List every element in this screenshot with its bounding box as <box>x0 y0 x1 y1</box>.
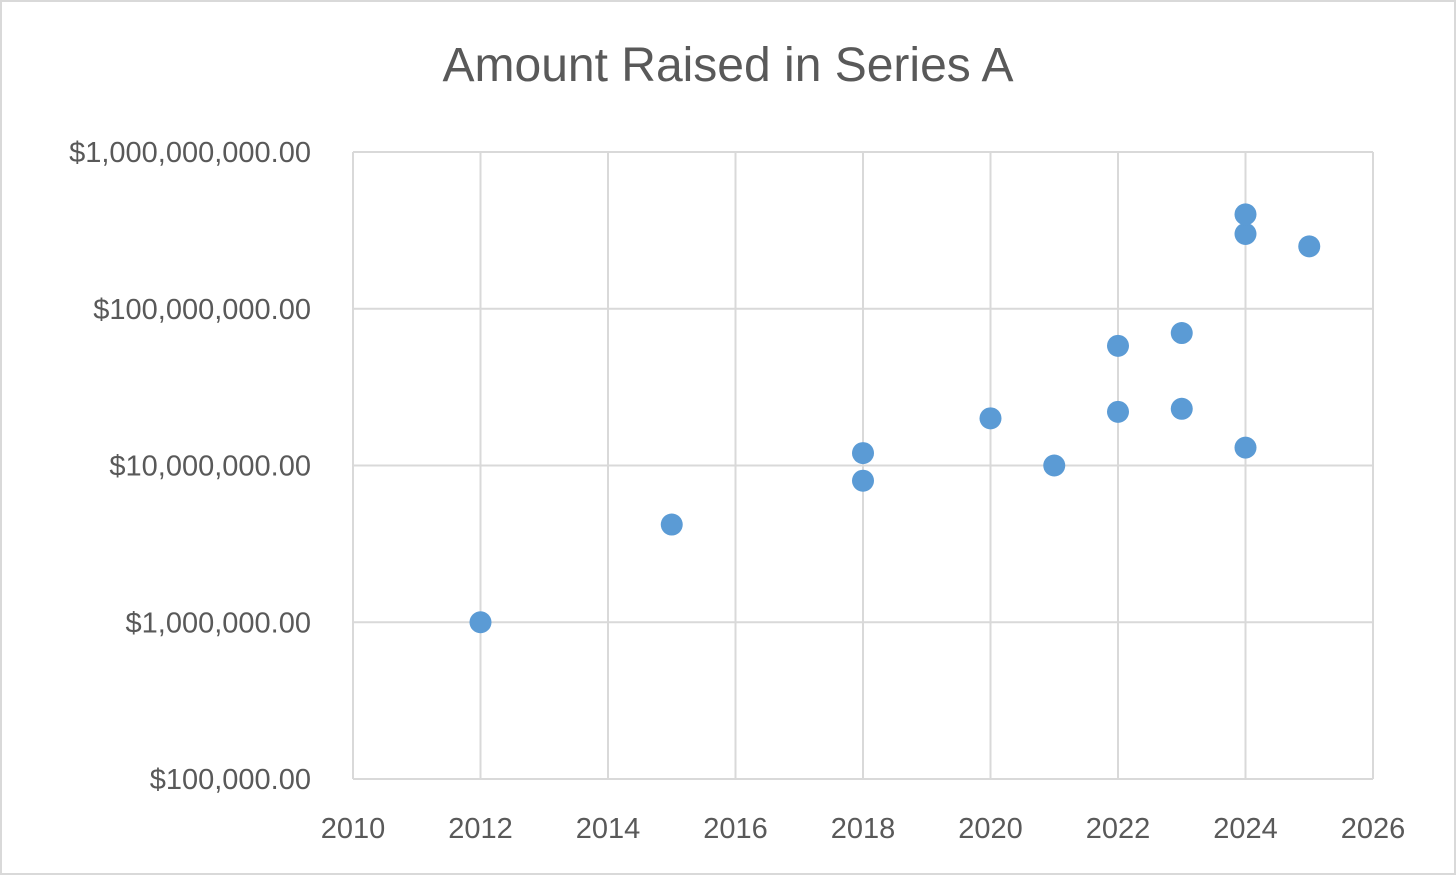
x-tick-label: 2012 <box>448 813 513 845</box>
data-point <box>852 442 874 465</box>
data-point <box>1170 322 1193 345</box>
x-tick-label: 2026 <box>1341 813 1406 845</box>
data-point <box>469 611 492 634</box>
y-tick-label: $1,000,000.00 <box>126 607 311 639</box>
y-tick-label: $100,000,000.00 <box>93 294 311 326</box>
x-tick-label: 2022 <box>1086 813 1151 845</box>
axis-labels: 2010 2012 2014 2016 2018 2020 2022 2024 2026 $100… <box>69 137 1405 845</box>
data-point <box>1234 222 1257 245</box>
x-tick-label: 2024 <box>1213 813 1278 845</box>
grid-lines <box>352 151 1374 780</box>
y-tick-label: $1,000,000,000.00 <box>69 137 311 169</box>
data-point <box>1107 334 1129 357</box>
data-point <box>1298 235 1321 258</box>
data-point <box>1170 397 1193 420</box>
data-point <box>1107 400 1129 423</box>
data-point <box>979 407 1002 430</box>
x-tick-label: 2018 <box>831 813 896 845</box>
x-tick-label: 2010 <box>321 813 386 845</box>
chart-title: Amount Raised in Series A <box>442 39 1014 92</box>
data-point <box>1234 436 1257 459</box>
x-tick-label: 2020 <box>958 813 1023 845</box>
data-points <box>469 203 1321 634</box>
x-tick-label: 2016 <box>703 813 768 845</box>
y-tick-label: $100,000.00 <box>150 764 311 796</box>
data-point <box>660 513 683 536</box>
y-tick-label: $10,000,000.00 <box>109 451 311 483</box>
data-point <box>852 469 874 492</box>
data-point <box>1043 454 1066 477</box>
x-tick-label: 2014 <box>576 813 641 845</box>
data-point <box>1234 203 1257 226</box>
